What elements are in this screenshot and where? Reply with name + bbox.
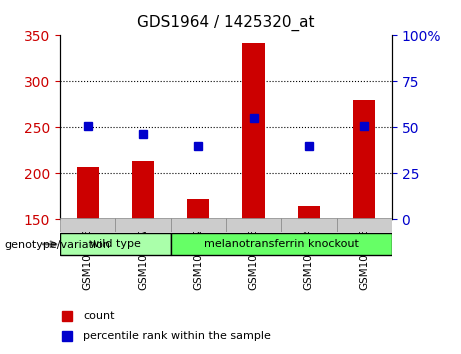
Text: percentile rank within the sample: percentile rank within the sample xyxy=(83,331,271,341)
Bar xyxy=(77,167,99,219)
Bar xyxy=(115,218,171,232)
Text: wild type: wild type xyxy=(90,239,141,249)
Title: GDS1964 / 1425320_at: GDS1964 / 1425320_at xyxy=(137,15,315,31)
Bar xyxy=(60,218,115,232)
Bar xyxy=(226,218,281,232)
Bar xyxy=(298,206,320,219)
Bar xyxy=(60,233,171,256)
Bar xyxy=(171,233,392,256)
Bar xyxy=(171,218,226,232)
Bar xyxy=(132,161,154,219)
Bar xyxy=(242,43,265,219)
Text: genotype/variation: genotype/variation xyxy=(5,240,111,250)
Bar xyxy=(337,218,392,232)
Bar xyxy=(187,199,209,219)
Text: melanotransferrin knockout: melanotransferrin knockout xyxy=(204,239,359,249)
Text: count: count xyxy=(83,311,115,321)
Bar xyxy=(281,218,337,232)
Bar xyxy=(353,100,375,219)
